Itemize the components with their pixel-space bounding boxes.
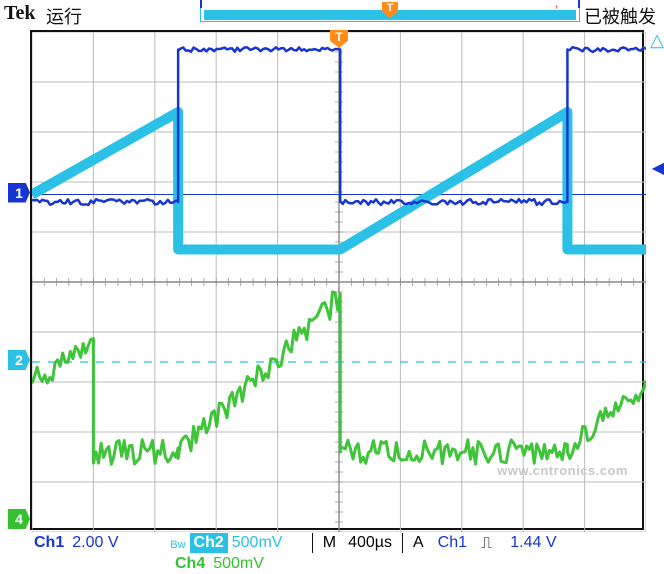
run-mode-label: 运行 <box>46 3 82 29</box>
trigger-source: Ch1 <box>438 534 467 552</box>
ch2-chip: Ch2 <box>190 533 228 553</box>
trigger-level-arrow-icon: ◀ <box>652 158 664 178</box>
separator-icon <box>312 533 313 553</box>
top-bar: Tek 运行 T ’ 已被触发 <box>0 0 664 28</box>
ch1-scale: 2.00 V <box>72 534 142 552</box>
aux-indicator: △ <box>650 30 664 51</box>
waveform-plot: T www.cntronics.com <box>30 30 644 530</box>
red-tick-icon: ’ <box>555 2 558 18</box>
timebase-value: 400µs <box>348 534 392 552</box>
trigger-status-label: 已被触发 <box>584 3 656 29</box>
oscilloscope-frame: Tek 运行 T ’ 已被触发 △ ◀ T www.cntronics.com … <box>0 0 664 574</box>
trigger-level: 1.44 V <box>510 534 556 552</box>
watermark-text: www.cntronics.com <box>497 463 628 478</box>
readout-row-2: Ch4 500mV <box>30 553 644 574</box>
ch4-zero-marker: 4 <box>8 509 30 529</box>
plot-svg <box>32 32 646 532</box>
acquisition-bracket: T <box>200 2 580 26</box>
separator-icon <box>402 533 403 553</box>
ch2-bw-flag: Bw <box>170 539 185 551</box>
readout-bar: Ch1 2.00 V Bw Ch2 500mV M 400µs A Ch1 ⎍ … <box>30 532 644 574</box>
readout-row-1: Ch1 2.00 V Bw Ch2 500mV M 400µs A Ch1 ⎍ … <box>30 532 644 553</box>
trigger-A: A <box>413 534 424 552</box>
trigger-edge-icon: ⎍ <box>481 533 492 553</box>
timebase-M: M <box>323 534 336 552</box>
ch2-scale: 500mV <box>232 534 302 552</box>
ch1-zero-marker: 1 <box>8 183 30 203</box>
brand-logo: Tek <box>4 2 36 25</box>
ch4-scale: 500mV <box>213 555 264 573</box>
ch1-chip: Ch1 <box>30 533 68 553</box>
ch4-chip: Ch4 <box>171 554 209 574</box>
ch2-zero-marker: 2 <box>8 350 30 370</box>
